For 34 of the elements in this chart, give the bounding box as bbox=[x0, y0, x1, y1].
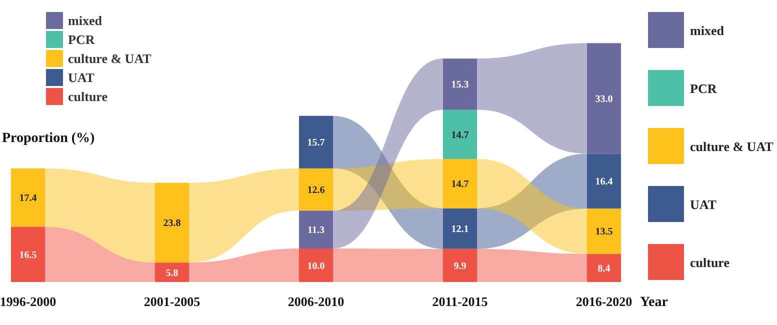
text: culture bbox=[690, 255, 730, 270]
data-label: 12.6 bbox=[307, 185, 325, 196]
data-label: 15.7 bbox=[307, 138, 325, 149]
data-label: 13.5 bbox=[595, 226, 613, 238]
legend-label: PCR bbox=[68, 32, 96, 47]
data-label: 12.1 bbox=[451, 224, 469, 236]
data-label: 8.4 bbox=[598, 263, 610, 274]
legend-label: mixed bbox=[68, 13, 103, 28]
category-label: 2016-2020 bbox=[576, 294, 632, 309]
data-label: 23.8 bbox=[163, 218, 181, 230]
category-label: 2006-2010 bbox=[288, 294, 344, 309]
data-label: 5.8 bbox=[166, 268, 178, 279]
text: UAT bbox=[690, 197, 716, 212]
legend-label: culture bbox=[68, 89, 108, 104]
text: Year bbox=[640, 295, 668, 310]
data-label: 9.9 bbox=[454, 260, 466, 272]
data-label: 16.5 bbox=[19, 250, 37, 261]
text: PCR bbox=[690, 81, 717, 96]
text: mixed bbox=[690, 23, 724, 38]
category-label: 2011-2015 bbox=[432, 294, 488, 309]
data-label: 33.0 bbox=[595, 94, 613, 105]
text: Proportion (%) bbox=[2, 131, 96, 146]
data-label: 14.7 bbox=[451, 179, 469, 190]
text: culture & UAT bbox=[690, 139, 774, 154]
data-label: 11.3 bbox=[308, 225, 324, 236]
data-label: 16.4 bbox=[595, 176, 613, 188]
data-label: 14.7 bbox=[451, 130, 469, 141]
data-label: 15.3 bbox=[451, 80, 469, 91]
category-label: 2001-2005 bbox=[144, 294, 201, 309]
category-label: 1996-2000 bbox=[0, 294, 56, 309]
legend-label: UAT bbox=[68, 70, 95, 85]
legend-label: culture & UAT bbox=[68, 51, 152, 66]
data-label: 17.4 bbox=[19, 193, 37, 204]
data-label: 10.0 bbox=[307, 260, 325, 272]
